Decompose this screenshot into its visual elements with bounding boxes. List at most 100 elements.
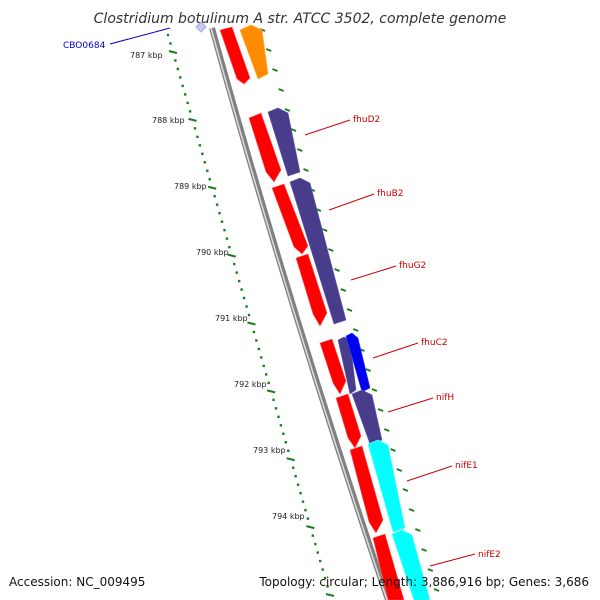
feature-tick — [272, 68, 278, 72]
minor-tick — [169, 42, 172, 45]
origin-marker-icon — [195, 21, 207, 33]
feature-tick — [377, 408, 384, 412]
feature-tick — [303, 168, 309, 172]
minor-tick — [196, 135, 199, 139]
minor-tick — [262, 364, 265, 368]
kbp-label: 787 kbp — [130, 51, 163, 60]
feature-arrow[interactable] — [295, 253, 328, 327]
feature-arrow-cyan[interactable] — [391, 529, 431, 600]
minor-tick — [228, 245, 231, 249]
minor-tick — [272, 398, 275, 402]
gene-label-nife2[interactable]: nifE2 — [478, 550, 501, 560]
minor-tick — [326, 585, 329, 588]
leader-line — [350, 265, 397, 281]
gene-label-fhub2[interactable]: fhuB2 — [377, 189, 403, 199]
feature-tick — [408, 508, 415, 512]
genome-backbone-highlight — [210, 27, 388, 600]
minor-tick — [213, 195, 216, 198]
minor-tick — [282, 432, 285, 435]
feature-tick — [421, 548, 427, 552]
minor-tick — [287, 449, 290, 452]
major-tick — [227, 253, 237, 258]
minor-tick — [174, 59, 177, 62]
minor-tick — [198, 144, 202, 147]
feature-tick — [390, 448, 396, 452]
gene-label-nifh[interactable]: nifH — [436, 393, 454, 403]
minor-tick — [318, 559, 322, 563]
feature-arrow[interactable] — [248, 112, 282, 183]
gene-label-fhuc2[interactable]: fhuC2 — [421, 338, 448, 348]
gene-label-fhud2[interactable]: fhuD2 — [353, 115, 380, 125]
feature-tick — [371, 388, 378, 392]
kbp-label: 790 kbp — [196, 248, 229, 257]
feature-tick — [327, 248, 334, 252]
minor-tick — [223, 228, 226, 232]
minor-tick — [294, 475, 297, 478]
minor-tick — [235, 271, 238, 274]
minor-tick — [176, 67, 180, 71]
minor-tick — [311, 534, 315, 537]
feature-arrow-orange[interactable] — [239, 24, 269, 80]
leader-line — [304, 119, 351, 136]
feature-tick — [427, 568, 434, 572]
reverse-strand-features — [239, 24, 431, 600]
minor-tick — [299, 491, 302, 495]
feature-arrow[interactable] — [271, 183, 309, 255]
minor-tick — [218, 211, 221, 215]
kbp-label: 789 kbp — [174, 182, 207, 191]
feature-arrow-purple[interactable] — [289, 177, 347, 325]
feature-tick — [346, 308, 353, 312]
minor-tick — [304, 508, 307, 512]
major-tick — [286, 457, 295, 462]
minor-tick — [193, 127, 197, 130]
minor-tick — [186, 101, 189, 105]
minor-tick — [245, 305, 248, 308]
gene-label-nife1[interactable]: nifE1 — [455, 461, 478, 471]
feature-tick — [352, 328, 359, 332]
feature-arrow[interactable] — [219, 26, 251, 85]
minor-tick — [247, 313, 251, 317]
minor-tick — [316, 551, 319, 554]
kbp-label: 791 kbp — [215, 314, 248, 323]
gene-label-fhug2[interactable]: fhuG2 — [399, 261, 426, 271]
minor-tick — [306, 517, 310, 520]
feature-arrow-purple[interactable] — [337, 336, 357, 395]
feature-arrow[interactable] — [319, 338, 347, 395]
minor-tick — [203, 161, 207, 164]
kbp-label: 788 kbp — [152, 116, 185, 125]
gene-label-cbo0684[interactable]: CBO0684 — [63, 41, 106, 51]
feature-arrow-cyan[interactable] — [367, 439, 406, 533]
leader-line — [372, 342, 419, 359]
minor-tick — [237, 279, 241, 283]
feature-arrow-blue[interactable] — [345, 332, 371, 393]
kbp-label: 794 kbp — [272, 512, 305, 521]
feature-arrow[interactable] — [335, 393, 362, 449]
feature-arrow-purple[interactable] — [351, 389, 383, 445]
minor-tick — [284, 441, 288, 444]
kbp-label: 793 kbp — [253, 446, 286, 455]
feature-arrow[interactable] — [372, 533, 405, 600]
kbp-label: 792 kbp — [234, 380, 267, 389]
minor-tick — [257, 347, 261, 351]
feature-arrow-purple[interactable] — [267, 107, 301, 177]
minor-tick — [201, 152, 204, 155]
minor-tick — [314, 542, 317, 546]
minor-tick — [233, 262, 236, 266]
genome-backbone — [209, 27, 391, 600]
leader-line — [429, 553, 476, 567]
feature-tick — [284, 108, 291, 112]
minor-tick — [255, 339, 258, 342]
feature-tick — [383, 428, 390, 432]
minor-tick — [323, 576, 327, 580]
minor-tick — [260, 356, 263, 359]
minor-tick — [166, 33, 170, 37]
major-tick — [247, 321, 256, 326]
feature-arrow[interactable] — [349, 445, 384, 534]
minor-tick — [242, 296, 246, 300]
genome-summary-text: Topology: circular; Length: 3,886,916 bp… — [258, 575, 589, 589]
minor-tick — [181, 84, 184, 88]
minor-tick — [274, 407, 278, 410]
major-tick — [306, 525, 315, 530]
minor-tick — [220, 220, 224, 223]
